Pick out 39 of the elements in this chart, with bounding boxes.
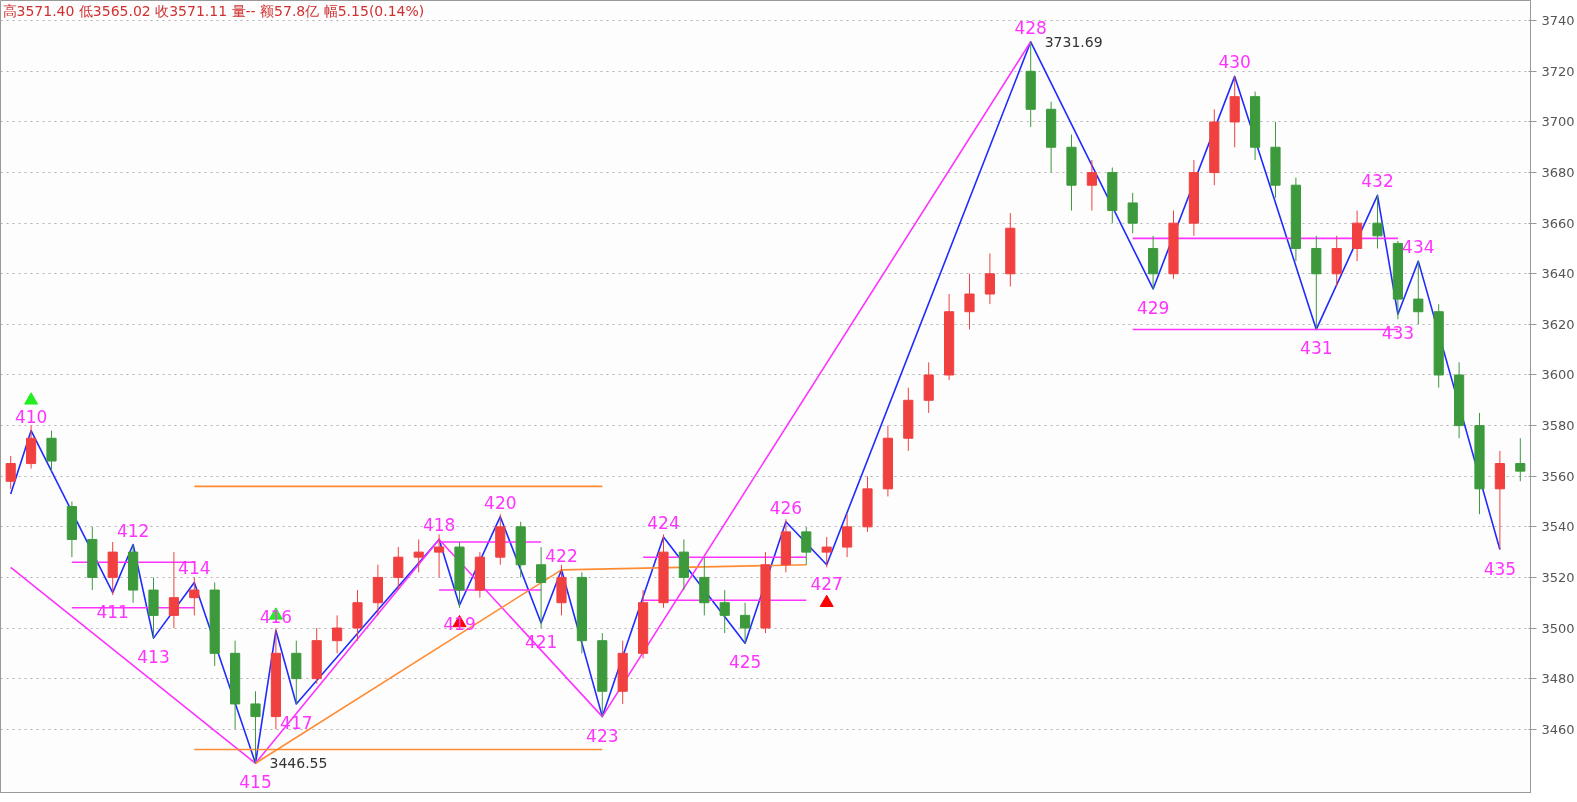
annotation: 414 [178,558,211,579]
y-tick-label: 3540 [1541,519,1575,535]
annotation: 428 [1014,17,1047,38]
annotation: 412 [116,520,150,541]
annotation: 429 [1136,297,1170,318]
y-tick-label: 3740 [1541,13,1575,29]
y-tick-label: 3700 [1541,114,1575,130]
annotation: 422 [545,545,578,566]
annotation: 426 [769,497,803,518]
annotation: 431 [1300,338,1333,359]
y-tick-label: 3660 [1541,215,1575,231]
annotation: 高3571.40 低3565.02 收3571.11 量-- 额57.8亿 幅5.15(0.14%) [2,2,425,19]
annotation: 432 [1361,171,1394,192]
annotation: 424 [647,512,680,533]
y-tick-label: 3520 [1541,569,1575,585]
data-label: 3446.55 [269,755,328,772]
annotation: 410 [14,406,48,427]
y-tick-label: 3500 [1541,620,1575,636]
y-tick-label: 3720 [1541,63,1575,79]
y-tick-label: 3640 [1541,266,1575,282]
data-label: 3731.69 [1044,33,1103,50]
y-tick-label: 3600 [1541,367,1575,383]
annotation: 430 [1218,52,1251,73]
y-tick-label: 3560 [1541,468,1575,484]
annotation: 427 [810,573,843,594]
y-tick-label: 3680 [1541,165,1575,181]
annotation: 425 [728,652,762,673]
annotation: 416 [259,606,293,627]
y-tick-label: 3460 [1541,721,1575,737]
annotation: 418 [422,515,456,536]
annotation: 423 [586,725,619,746]
y-tick-label: 3480 [1541,671,1575,687]
y-tick-label: 3620 [1541,316,1575,332]
annotation: 433 [1381,323,1415,344]
annotation: 420 [484,492,517,513]
annotation: 413 [137,647,170,668]
annotation: 435 [1483,558,1517,579]
y-tick-label: 3580 [1541,418,1575,434]
annotation: 415 [239,772,272,793]
